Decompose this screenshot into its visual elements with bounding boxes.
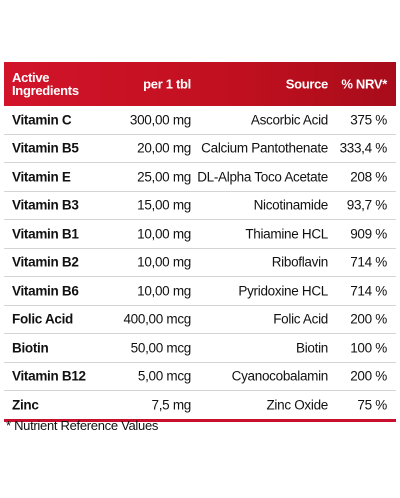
table-cell: Biotin xyxy=(296,340,328,356)
footnote: * Nutrient Reference Values xyxy=(6,418,159,433)
table-row: Vitamin C 300,00 mg Ascorbic Acid 375 % xyxy=(4,106,396,135)
table-cell: 25,00 mg xyxy=(137,169,191,185)
table-cell: Calcium Pantothenate xyxy=(201,140,328,156)
table-cell: 200 % xyxy=(350,368,387,384)
header-cell: per 1 tbl xyxy=(143,76,191,92)
table-cell: Zinc xyxy=(12,397,39,413)
table-cell: 333,4 % xyxy=(339,140,388,156)
table-cell: Riboflavin xyxy=(271,254,329,270)
table-cell: 300,00 mg xyxy=(129,112,191,128)
table-cell: 208 % xyxy=(350,169,387,185)
header-cell: % NRV* xyxy=(341,76,387,92)
table-cell: Ascorbic Acid xyxy=(250,112,328,128)
header-cell: Active Ingredients xyxy=(12,70,79,98)
table-cell: Vitamin B3 xyxy=(12,197,79,213)
table-cell: 5,00 mcg xyxy=(137,368,191,384)
table-cell: 7,5 mg xyxy=(151,397,192,413)
table-row: Vitamin B5 20,00 mg Calcium Pantothenate 33… xyxy=(4,135,396,163)
table-cell: 375 % xyxy=(350,112,387,128)
table-cell: Nicotinamide xyxy=(253,197,329,213)
table-cell: Vitamin C xyxy=(12,112,72,128)
header-row: Active Ingredients per 1 tbl Source % NRV* xyxy=(4,62,396,106)
table-row: Vitamin B6 10,00 mg Pyridoxine HCL 714 % xyxy=(4,277,396,306)
table-cell: Folic Acid xyxy=(12,311,74,327)
table-cell: 10,00 mg xyxy=(137,283,191,299)
table-cell: Vitamin B12 xyxy=(12,368,86,384)
table-cell: 10,00 mg xyxy=(137,254,191,270)
table-row: Folic Acid 400,00 mcg Folic Acid 200 % xyxy=(4,306,396,334)
table-row: Vitamin B1 10,00 mg Thiamine HCL 909 % xyxy=(4,220,396,249)
header-cell: Source xyxy=(285,76,329,92)
table-row: Vitamin E 25,00 mg DL-Alpha Toco Acetate 20… xyxy=(4,163,396,192)
table-row: Vitamin B3 15,00 mg Nicotinamide 93,7 % xyxy=(4,192,396,220)
table-cell: Vitamin E xyxy=(12,169,71,185)
table-cell: 50,00 mcg xyxy=(130,340,192,356)
table-cell: Vitamin B6 xyxy=(12,283,79,299)
table-cell: 10,00 mg xyxy=(137,226,191,242)
table-cell: 909 % xyxy=(350,226,387,242)
table-cell: Cyanocobalamin xyxy=(231,368,329,384)
table-cell: 100 % xyxy=(350,340,387,356)
table-cell: Vitamin B2 xyxy=(12,254,79,270)
table-cell: Biotin xyxy=(12,340,49,356)
table-cell: Pyridoxine HCL xyxy=(238,283,328,299)
table-cell: 15,00 mg xyxy=(137,197,191,213)
table-cell: 400,00 mcg xyxy=(123,311,191,327)
table-cell: Folic Acid xyxy=(273,311,328,327)
nutrition-table: Active Ingredients per 1 tbl Source % NRV* V… xyxy=(4,62,396,422)
table-cell: Thiamine HCL xyxy=(245,226,328,242)
table-cell: Zinc Oxide xyxy=(266,397,328,413)
table-cell: DL-Alpha Toco Acetate xyxy=(197,169,328,185)
table-cell: 20,00 mg xyxy=(137,140,191,156)
table-cell: Vitamin B5 xyxy=(12,140,79,156)
table-row: Zinc 7,5 mg Zinc Oxide 75 % xyxy=(4,391,396,422)
table-cell: 714 % xyxy=(350,254,387,270)
table-row: Vitamin B12 5,00 mcg Cyanocobalamin 200 % xyxy=(4,363,396,391)
table-cell: 93,7 % xyxy=(346,197,388,213)
table-cell: 200 % xyxy=(350,311,387,327)
table-cell: Vitamin B1 xyxy=(12,226,79,242)
table-cell: 75 % xyxy=(357,397,387,413)
table-row: Vitamin B2 10,00 mg Riboflavin 714 % xyxy=(4,249,396,277)
table-row: Biotin 50,00 mcg Biotin 100 % xyxy=(4,334,396,363)
table-cell: 714 % xyxy=(350,283,387,299)
